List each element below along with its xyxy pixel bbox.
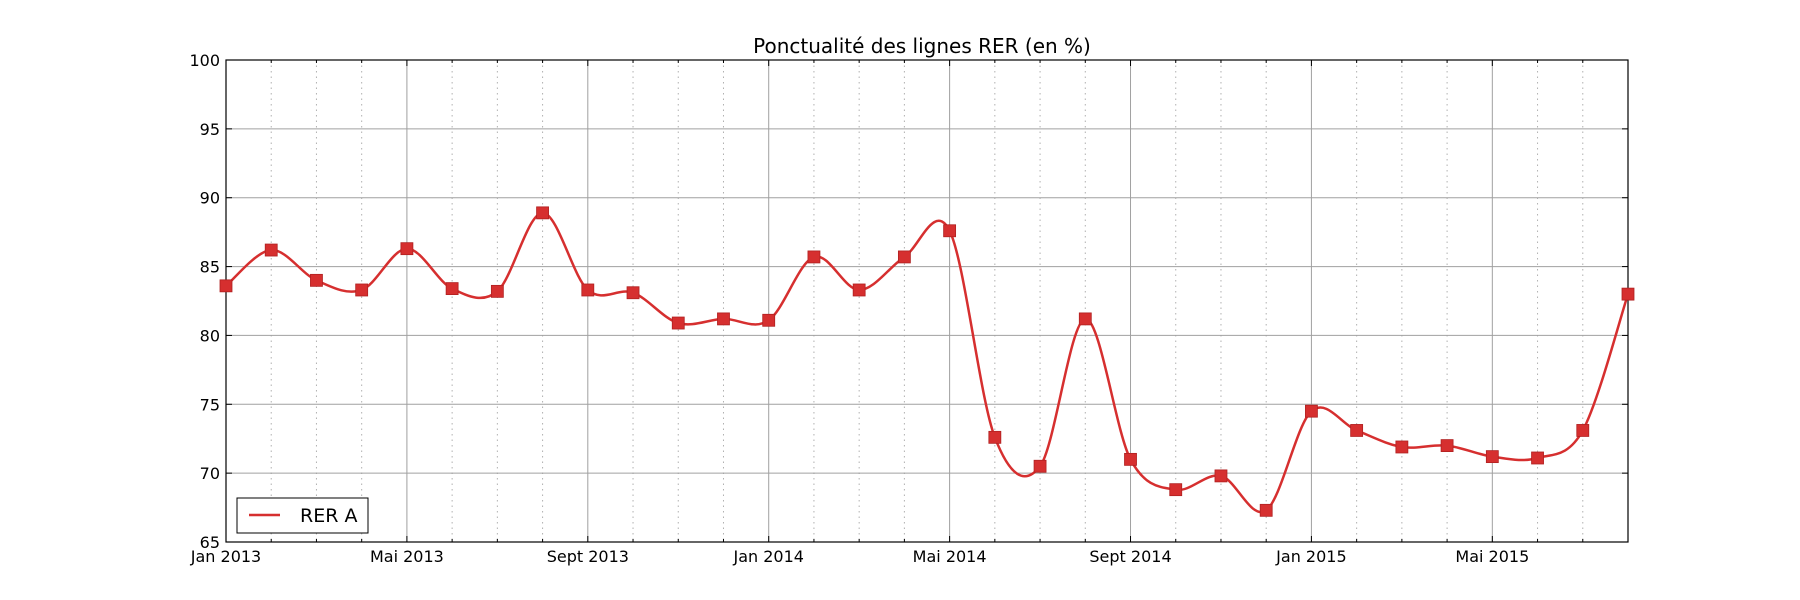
series-line-rer-a bbox=[225, 211, 1630, 514]
data-point-marker bbox=[1124, 452, 1137, 466]
y-tick-label: 90 bbox=[200, 189, 220, 208]
data-point-marker bbox=[445, 282, 459, 296]
data-point-marker bbox=[490, 284, 504, 298]
data-point-marker bbox=[807, 250, 821, 264]
x-tick-label: Sept 2014 bbox=[1089, 547, 1171, 566]
x-tick-label: Mai 2015 bbox=[1455, 547, 1529, 566]
data-point-marker bbox=[536, 206, 549, 220]
data-point-marker bbox=[717, 312, 730, 326]
data-point-marker bbox=[1621, 287, 1635, 301]
data-point-marker bbox=[1531, 451, 1544, 465]
data-point-marker bbox=[626, 286, 640, 300]
data-point-marker bbox=[581, 283, 595, 297]
y-tick-label: 75 bbox=[200, 395, 220, 414]
data-point-marker bbox=[264, 243, 278, 257]
data-point-marker bbox=[671, 316, 685, 330]
data-point-marker bbox=[1169, 483, 1183, 497]
data-point-marker bbox=[1440, 439, 1454, 453]
grid-layer bbox=[226, 60, 1628, 542]
legend: RER A bbox=[236, 497, 369, 534]
y-tick-label: 95 bbox=[200, 120, 220, 139]
axes: 65 70 75 80 85 90 95 100 Jan 2013 Mai 2013 Sept 20… bbox=[189, 51, 1629, 566]
data-point-marker bbox=[355, 283, 369, 297]
series-layer bbox=[219, 206, 1635, 517]
data-point-marker bbox=[762, 313, 776, 327]
legend-label-rer-a: RER A bbox=[300, 505, 357, 527]
y-tick-label: 85 bbox=[200, 258, 220, 277]
data-point-marker bbox=[1350, 424, 1364, 437]
x-tick-label: Jan 2015 bbox=[1275, 547, 1346, 566]
data-point-marker bbox=[219, 279, 233, 293]
data-point-marker bbox=[1305, 404, 1318, 418]
data-point-marker bbox=[1259, 503, 1273, 517]
data-point-marker bbox=[1078, 312, 1092, 326]
x-tick-label: Mai 2014 bbox=[913, 547, 987, 566]
chart-title: Ponctualité des lignes RER (en %) bbox=[753, 34, 1091, 58]
x-tick-label: Mai 2013 bbox=[370, 547, 444, 566]
x-tick-label: Jan 2014 bbox=[732, 547, 803, 566]
y-tick-label: 80 bbox=[200, 326, 220, 345]
data-point-marker bbox=[1214, 469, 1228, 483]
x-tick-label: Sept 2013 bbox=[547, 547, 629, 566]
data-point-marker bbox=[988, 430, 1002, 444]
data-point-marker bbox=[852, 283, 866, 297]
data-point-marker bbox=[1033, 459, 1047, 473]
data-point-marker bbox=[1395, 440, 1409, 454]
y-tick-label: 100 bbox=[189, 51, 220, 70]
data-point-marker bbox=[897, 250, 911, 264]
x-tick-label: Jan 2013 bbox=[190, 547, 261, 566]
data-point-marker bbox=[310, 273, 323, 287]
y-tick-label: 70 bbox=[200, 464, 220, 483]
data-point-marker bbox=[1485, 450, 1499, 464]
plot-frame bbox=[225, 59, 1629, 543]
data-point-marker bbox=[943, 224, 957, 238]
y-tick-label: 65 bbox=[200, 533, 220, 552]
data-point-marker bbox=[1576, 424, 1590, 437]
data-point-marker bbox=[400, 242, 414, 256]
